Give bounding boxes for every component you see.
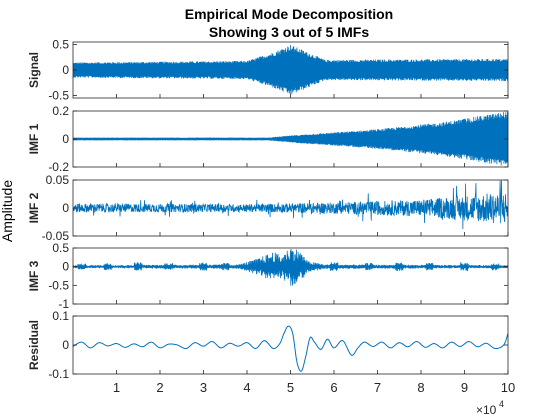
y-tick-label: 0 [62, 201, 69, 215]
x-tick-label: 2 [156, 380, 163, 395]
panel-label: Signal [27, 52, 41, 88]
panels-group: -0.5 0 0.5 Signal -0.2 0 0.2 IMF 1 -0.05 0 0.05 IMF… [27, 38, 509, 381]
y-tick-label: -0.2 [48, 160, 69, 174]
series-line-residual [73, 325, 508, 372]
x-tick-label: 9 [461, 380, 468, 395]
panel-imf-2: -0.05 0 0.05 IMF 2 [27, 173, 509, 243]
y-tick-label: -0.5 [48, 278, 69, 292]
x-exponent-label: ×10 [476, 403, 497, 417]
y-tick-label: 0.5 [52, 38, 69, 52]
x-tick-label: 7 [374, 380, 381, 395]
panel-residual: -0.1 0 0.1 Residual [27, 309, 509, 381]
x-tick-label: 8 [417, 380, 424, 395]
panel-label: IMF 2 [27, 192, 41, 223]
y-tick-label: -0.05 [42, 229, 70, 243]
y-tick-label: -1 [58, 297, 69, 311]
panel-imf-3: -1 -0.5 0 0.5 IMF 3 [27, 241, 509, 311]
panel-label: IMF 1 [27, 123, 41, 154]
x-exponent-power: 4 [499, 399, 504, 409]
y-tick-label: 0.05 [46, 173, 70, 187]
y-tick-label: 0.5 [52, 241, 69, 255]
x-tick-label: 5 [287, 380, 294, 395]
x-tick-label: 1 [113, 380, 120, 395]
series-line-signal [73, 45, 508, 95]
y-tick-label: 0 [62, 63, 69, 77]
panel-signal: -0.5 0 0.5 Signal [27, 38, 509, 102]
y-tick-label: 0.1 [52, 309, 69, 323]
y-tick-label: 0 [62, 260, 69, 274]
chart-subtitle: Showing 3 out of 5 IMFs [209, 24, 369, 40]
y-tick-label: 0 [62, 132, 69, 146]
series-line-imf-3 [73, 249, 508, 286]
x-tick-label: 3 [200, 380, 207, 395]
y-tick-label: -0.5 [48, 88, 69, 102]
x-axis: 1 2 3 4 5 6 7 8 9 10×10 4 [113, 380, 515, 417]
y-tick-label: 0.2 [52, 104, 69, 118]
chart-title: Empirical Mode Decomposition [185, 6, 393, 22]
series-line-imf-2 [73, 180, 508, 229]
panel-label: Residual [27, 320, 41, 370]
x-tick-label: 10 [501, 380, 515, 395]
panel-label: IMF 3 [27, 260, 41, 291]
x-tick-label: 4 [243, 380, 250, 395]
panel-imf-1: -0.2 0 0.2 IMF 1 [27, 104, 509, 174]
y-axis-label: Amplitude [0, 180, 15, 242]
y-tick-label: -0.1 [48, 367, 69, 381]
series-line-imf-1 [73, 112, 508, 166]
y-tick-label: 0 [62, 338, 69, 352]
x-tick-label: 6 [330, 380, 337, 395]
